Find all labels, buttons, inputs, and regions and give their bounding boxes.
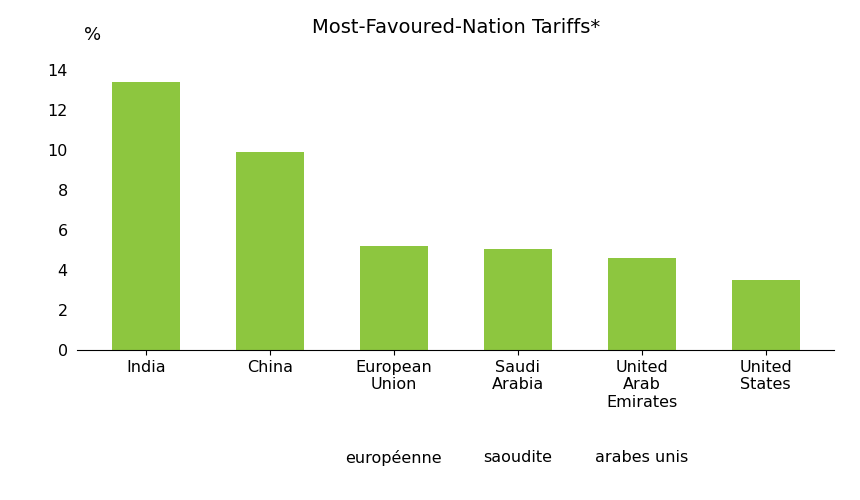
Text: européenne: européenne xyxy=(346,450,442,466)
Bar xyxy=(112,82,180,350)
Bar xyxy=(359,246,428,350)
Bar xyxy=(236,152,304,350)
Text: saoudite: saoudite xyxy=(483,450,552,465)
Text: %: % xyxy=(84,26,101,44)
Bar xyxy=(483,249,552,350)
Bar xyxy=(608,258,676,350)
Bar xyxy=(732,280,800,350)
Title: Most-Favoured-Nation Tariffs*: Most-Favoured-Nation Tariffs* xyxy=(311,18,600,38)
Text: arabes unis: arabes unis xyxy=(595,450,688,465)
